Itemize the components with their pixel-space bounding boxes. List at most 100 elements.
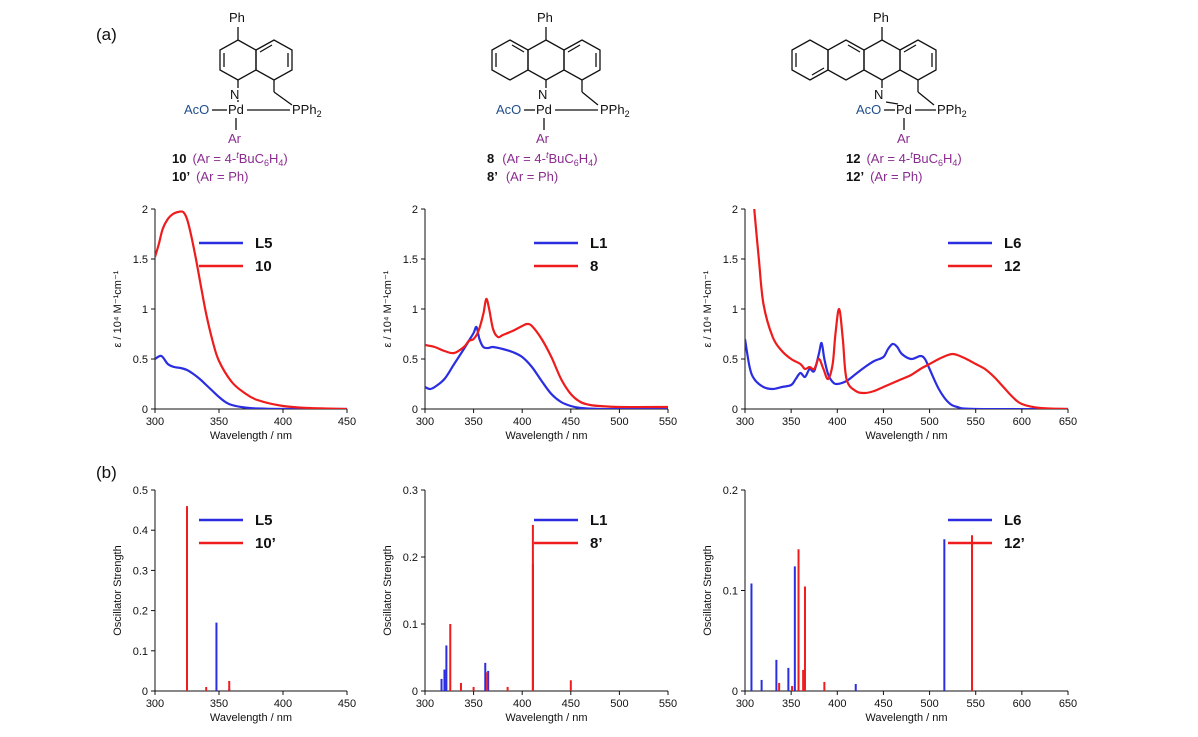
chart-3: 300 350 400 450 500 550 600 650 0 0.5 1 1.5 2 Wavelen… [702,204,1077,442]
x-tick-label: 550 [659,416,677,428]
pd-atom: Pd [896,102,912,117]
x-tick-label: 550 [659,698,677,710]
pph2-group: PPh2 [292,102,322,119]
legend-label: L5 [255,235,273,252]
x-tick-label: 500 [610,698,628,710]
chart-1: 300 350 400 450 0 0.5 1 1.5 2 Wavelength / nm ε / … [112,204,356,442]
x-axis-label: Wavelength / nm [505,712,587,724]
x-tick-label: 300 [416,416,434,428]
structure-benzacridine-complex: Ph N Pd PPh2 AcO Ar [791,10,967,146]
series-line-10 [155,210,347,409]
y-tick-label: 0.4 [133,525,148,537]
x-tick-label: 600 [1013,416,1031,428]
caption-12: 12 (Ar = 4-tBuC6H4) [846,150,962,168]
charts-layer: 300 350 400 450 0 0.5 1 1.5 2 Wavelength / nm ε / … [112,204,1077,724]
y-tick-label: 0.2 [403,552,418,564]
plot-area [155,210,347,409]
legend-label: 8’ [590,535,603,552]
x-tick-label: 300 [416,698,434,710]
ph-label: Ph [229,10,245,25]
y-tick-label: 1 [412,304,418,316]
y-tick-label: 0.5 [133,485,148,497]
y-tick-label: 0.3 [133,565,148,577]
y-tick-label: 0 [412,686,418,698]
y-tick-label: 2 [142,204,148,216]
x-tick-label: 350 [464,416,482,428]
y-tick-label: 0.2 [723,485,738,497]
x-tick-label: 300 [146,698,164,710]
x-tick-label: 400 [513,698,531,710]
x-tick-label: 350 [210,416,228,428]
y-tick-label: 2 [732,204,738,216]
x-tick-label: 350 [210,698,228,710]
x-tick-label: 550 [967,698,985,710]
aco-group: AcO [856,102,881,117]
y-axis-label: Oscillator Strength [112,545,124,635]
legend-label: 8 [590,258,598,275]
caption-10: 10 (Ar = 4-tBuC6H4) [172,150,288,168]
x-tick-label: 350 [782,416,800,428]
y-axis-label: ε / 10⁴ M⁻¹cm⁻¹ [382,270,394,347]
x-tick-label: 450 [874,416,892,428]
x-axis-label: Wavelength / nm [210,430,292,442]
caption-8-prime: 8’ (Ar = Ph) [487,169,558,184]
series-line-L6 [745,338,1068,409]
legend-label: L6 [1004,235,1022,252]
y-tick-label: 0 [142,404,148,416]
x-tick-label: 400 [513,416,531,428]
y-tick-label: 2 [412,204,418,216]
x-tick-label: 500 [920,698,938,710]
x-tick-label: 350 [782,698,800,710]
x-tick-label: 500 [920,416,938,428]
panel-label-b: (b) [96,463,117,482]
legend-label: 10 [255,258,272,275]
x-tick-label: 400 [828,698,846,710]
y-tick-label: 1 [732,304,738,316]
n-atom: N [538,87,547,102]
x-tick-label: 450 [338,698,356,710]
x-tick-label: 550 [967,416,985,428]
legend-label: 12 [1004,258,1021,275]
x-tick-label: 450 [562,698,580,710]
series-line-L5 [155,354,347,409]
caption-10-prime: 10’ (Ar = Ph) [172,169,248,184]
chart-4: 300 350 400 450 0 0.1 0.2 0.3 0.4 0.5 Wavelength /… [112,485,356,724]
legend-label: L6 [1004,512,1022,529]
x-tick-label: 600 [1013,698,1031,710]
ar-group: Ar [897,131,911,146]
pd-atom: Pd [228,102,244,117]
plot-area [750,535,974,691]
ar-group: Ar [536,131,550,146]
x-axis-label: Wavelength / nm [865,430,947,442]
y-tick-label: 0.1 [403,619,418,631]
x-axis-label: Wavelength / nm [210,712,292,724]
panel-label-a: (a) [96,25,117,44]
series-line-8 [425,297,668,409]
x-tick-label: 400 [274,416,292,428]
y-tick-label: 0 [732,404,738,416]
legend-label: 12’ [1004,535,1025,552]
series-line-12 [753,208,1068,409]
ph-label: Ph [873,10,889,25]
y-axis-label: ε / 10⁴ M⁻¹cm⁻¹ [702,270,714,347]
x-tick-label: 300 [146,416,164,428]
y-tick-label: 1.5 [403,254,418,266]
plot-area [440,524,572,691]
ph-label: Ph [537,10,553,25]
y-tick-label: 0.1 [723,586,738,598]
legend-label: 10’ [255,535,276,552]
pd-atom: Pd [536,102,552,117]
y-tick-label: 0.5 [403,354,418,366]
structure-acridine-complex: Ph N Pd PPh2 AcO Ar [491,10,630,146]
legend-label: L1 [590,512,608,529]
y-tick-label: 1.5 [723,254,738,266]
y-axis-label: Oscillator Strength [702,545,714,635]
x-axis-label: Wavelength / nm [865,712,947,724]
x-tick-label: 400 [274,698,292,710]
caption-8: 8 (Ar = 4-tBuC6H4) [487,150,598,168]
x-tick-label: 450 [338,416,356,428]
x-axis-label: Wavelength / nm [505,430,587,442]
y-tick-label: 0.1 [133,646,148,658]
x-tick-label: 300 [736,416,754,428]
